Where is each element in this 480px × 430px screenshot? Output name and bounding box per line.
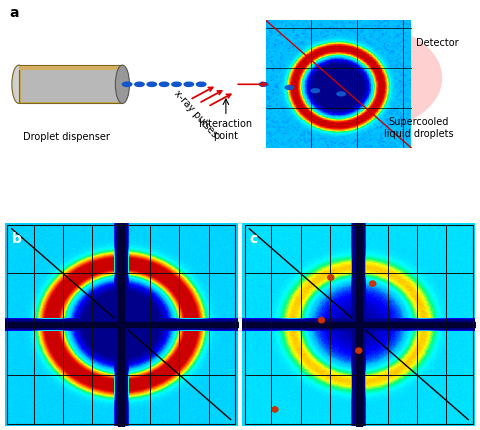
Circle shape <box>272 407 278 412</box>
Text: Supercooled
liquid droplets: Supercooled liquid droplets <box>384 117 454 138</box>
Text: a: a <box>10 6 19 20</box>
Text: Detector: Detector <box>416 37 459 48</box>
Bar <box>19 66 122 104</box>
Circle shape <box>370 281 376 286</box>
Circle shape <box>328 275 334 280</box>
Ellipse shape <box>12 66 26 104</box>
Ellipse shape <box>268 24 442 134</box>
Circle shape <box>147 83 156 87</box>
Text: x-ray pulses: x-ray pulses <box>172 89 219 139</box>
Text: Droplet dispenser: Droplet dispenser <box>23 132 109 142</box>
Circle shape <box>135 83 144 87</box>
Circle shape <box>311 89 320 93</box>
Circle shape <box>259 83 268 87</box>
Text: b: b <box>12 231 22 245</box>
Ellipse shape <box>115 66 130 104</box>
Circle shape <box>285 86 294 90</box>
Text: c: c <box>249 231 258 245</box>
Circle shape <box>318 318 324 323</box>
Circle shape <box>356 348 362 353</box>
Circle shape <box>122 83 132 87</box>
Circle shape <box>337 93 346 97</box>
Bar <box>21 67 122 103</box>
Circle shape <box>184 83 193 87</box>
Circle shape <box>172 83 181 87</box>
Circle shape <box>196 83 206 87</box>
Circle shape <box>159 83 169 87</box>
Bar <box>19 67 122 71</box>
Text: Interaction
point: Interaction point <box>199 119 252 141</box>
